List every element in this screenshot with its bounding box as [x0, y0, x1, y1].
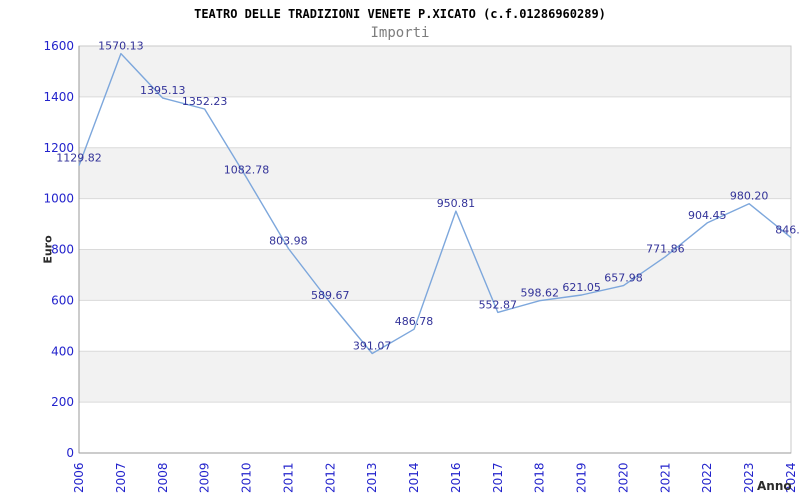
plot-band — [79, 46, 791, 97]
point-label: 621.05 — [562, 281, 601, 294]
x-tick-label: 2019 — [575, 462, 589, 493]
point-label: 1082.78 — [224, 164, 270, 177]
point-label: 391.07 — [353, 340, 392, 353]
x-tick-label: 2006 — [72, 462, 86, 493]
y-tick-label: 800 — [51, 243, 74, 257]
x-tick-label: 2011 — [281, 462, 295, 493]
x-tick-label: 2010 — [240, 462, 254, 493]
y-tick-label: 0 — [66, 446, 74, 460]
x-tick-label: 2016 — [449, 462, 463, 493]
point-label: 950.81 — [437, 197, 476, 210]
y-tick-label: 200 — [51, 395, 74, 409]
point-label: 657.98 — [604, 272, 643, 285]
chart-subtitle: Importi — [370, 25, 430, 41]
point-label: 598.62 — [520, 287, 559, 300]
x-tick-label: 2018 — [533, 462, 547, 493]
chart-title: TEATRO DELLE TRADIZIONI VENETE P.XICATO … — [194, 7, 606, 21]
x-tick-label: 2024 — [784, 462, 798, 493]
point-label: 552.87 — [479, 298, 518, 311]
plot-band — [79, 147, 791, 199]
point-label: 486.78 — [395, 315, 434, 328]
point-label: 771.86 — [646, 243, 685, 256]
point-label: 1129.82 — [56, 152, 102, 165]
x-tick-label: 2012 — [323, 462, 337, 493]
x-tick-label: 2014 — [407, 462, 421, 493]
point-label: 589.67 — [311, 289, 350, 302]
y-tick-label: 1600 — [43, 39, 74, 53]
y-axis-title: Euro — [41, 235, 55, 264]
y-tick-label: 600 — [51, 293, 74, 307]
x-tick-label: 2009 — [198, 462, 212, 493]
point-label: 904.45 — [688, 209, 727, 222]
y-tick-label: 400 — [51, 344, 74, 358]
plot-band — [79, 351, 791, 403]
y-tick-label: 1200 — [43, 141, 74, 155]
y-tick-label: 1400 — [43, 90, 74, 104]
point-label: 846.8 — [775, 224, 800, 237]
x-tick-label: 2021 — [658, 462, 672, 493]
point-label: 1352.23 — [182, 95, 228, 108]
x-tick-label: 2023 — [742, 462, 756, 493]
y-tick-label: 1000 — [43, 192, 74, 206]
x-tick-label: 2013 — [365, 462, 379, 493]
x-axis-title: Anno — [757, 479, 792, 493]
point-label: 1395.13 — [140, 84, 186, 97]
point-label: 980.20 — [730, 190, 769, 203]
point-label: 803.98 — [269, 234, 308, 247]
x-tick-label: 2020 — [616, 462, 630, 493]
point-label: 1570.13 — [98, 40, 144, 53]
x-tick-label: 2008 — [156, 462, 170, 493]
plot-band — [79, 249, 791, 301]
data-line — [78, 52, 792, 355]
x-tick-label: 2017 — [491, 462, 505, 493]
x-tick-label: 2022 — [700, 462, 714, 493]
x-tick-label: 2007 — [114, 462, 128, 493]
